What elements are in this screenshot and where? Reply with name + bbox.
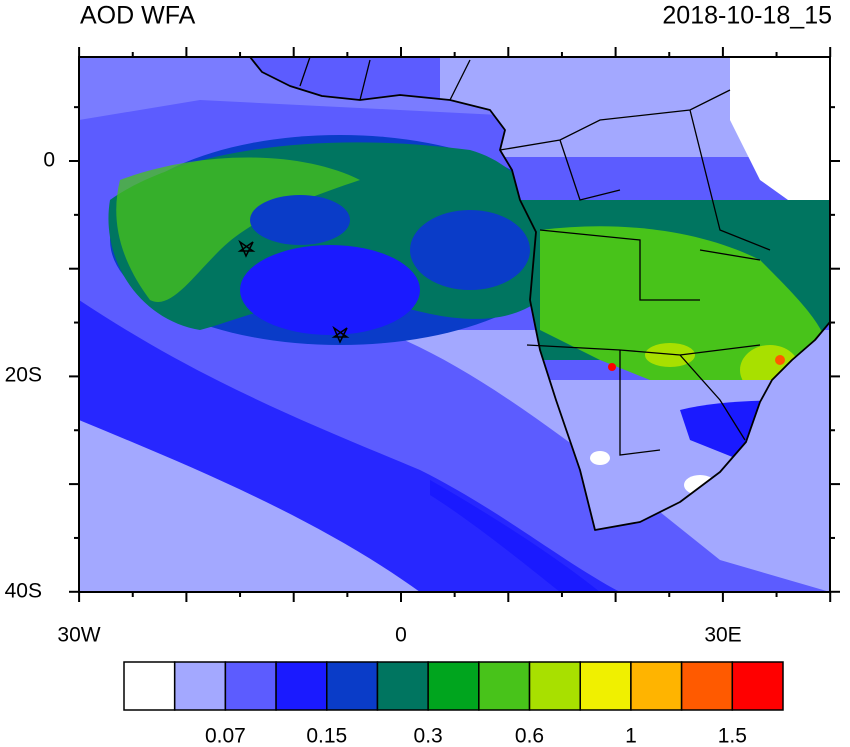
colorbar-label: 1.5	[718, 725, 747, 747]
colorbar-label: 0.3	[414, 725, 443, 747]
colorbar-label: 0.15	[306, 725, 347, 747]
colorbar-swatch	[478, 661, 531, 711]
colorbar-swatch	[173, 661, 227, 711]
colorbar-swatch	[427, 661, 480, 711]
colorbar-swatch	[123, 661, 176, 711]
colorbar-swatch	[680, 661, 734, 711]
aod-field	[79, 57, 830, 592]
timestamp: 2018-10-18_15	[662, 2, 832, 30]
colorbar-swatch	[579, 661, 632, 711]
colorbar-swatch	[630, 661, 683, 711]
colorbar-label: 0.07	[205, 725, 246, 747]
lon-label: 30W	[57, 624, 100, 647]
colorbar-swatch	[731, 661, 784, 711]
map-title: AOD WFA	[80, 2, 196, 30]
colorbar-label: 0.6	[515, 725, 544, 747]
colorbar-swatch	[326, 661, 379, 711]
lon-label: 0	[395, 624, 407, 647]
lat-label: 20S	[5, 364, 42, 387]
colorbar-swatch	[376, 661, 429, 711]
colorbar-label: 1	[625, 725, 637, 747]
axis-ticks	[69, 47, 840, 602]
colorbar-swatch	[528, 661, 581, 711]
lat-label: 40S	[5, 580, 42, 603]
colorbar-swatch	[224, 661, 277, 711]
lon-label: 30E	[704, 624, 741, 647]
lat-label: 0	[43, 149, 55, 172]
colorbar: 0.07 0.15 0.3 0.6 1 1.5	[123, 661, 784, 747]
colorbar-swatch	[275, 661, 328, 711]
